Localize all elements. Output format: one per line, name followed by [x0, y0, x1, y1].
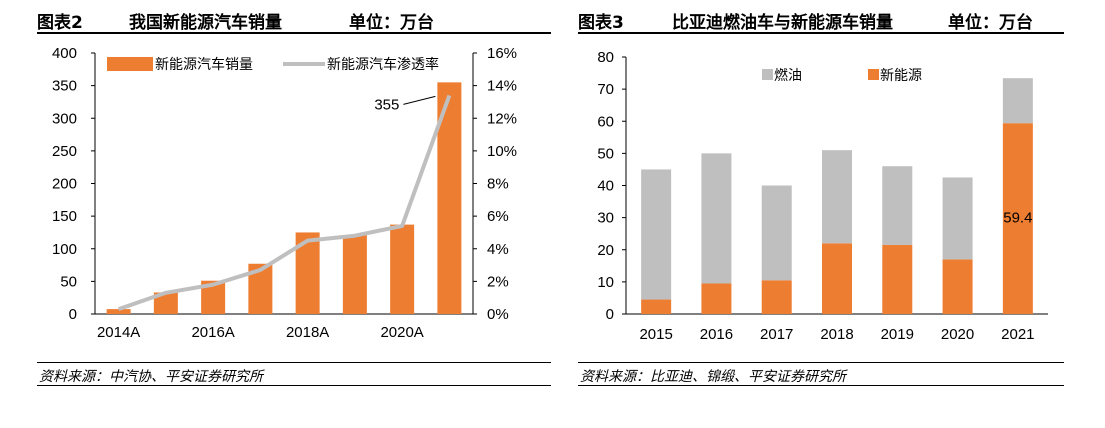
y-tick-label: 80 [597, 49, 614, 66]
bar-ice [882, 166, 913, 245]
y-tick-label: 400 [52, 45, 77, 62]
source-bar-right: 资料来源：比亚迪、锦缎、平安证券研究所 [578, 362, 1064, 386]
y-tick-label: 10 [597, 274, 614, 291]
y-tick-label: 70 [597, 81, 614, 98]
x-tick-label: 2018 [820, 326, 853, 343]
x-tick-label: 2016 [700, 326, 733, 343]
bar-sales [390, 224, 415, 314]
bar-ice [822, 150, 852, 244]
annotation-label: 59.4 [1003, 210, 1032, 227]
chart-panel-right: 图表3 比亚迪燃油车与新能源车销量 单位：万台 0 10 20 30 40 50 60 70 8… [578, 0, 1064, 400]
y-tick-label: 0 [69, 306, 77, 323]
y-tick-label: 40 [597, 178, 614, 195]
x-tick-label: 2020A [380, 324, 423, 341]
title-bar-left: 图表2 我国新能源汽车销量 单位：万台 [37, 4, 551, 34]
x-tick-label: 2021 [1001, 326, 1034, 343]
legend-label-penetration: 新能源汽车渗透率 [327, 56, 439, 73]
chart-panel-left: 图表2 我国新能源汽车销量 单位：万台 0 50 100 150 200 250 300 35… [37, 0, 551, 400]
source-note: 资料来源：比亚迪、锦缎、平安证券研究所 [580, 369, 846, 385]
bar-sales [342, 235, 367, 314]
bar-nev [822, 243, 852, 314]
bar-ice [701, 153, 732, 284]
legend-swatch-ice [762, 69, 773, 80]
bar-nev [1002, 123, 1033, 315]
annotation-leader [403, 95, 436, 105]
figure-unit: 单位：万台 [948, 13, 1033, 33]
y2-tick-label: 2% [487, 273, 509, 290]
bar-ice [1002, 78, 1033, 124]
y-tick-label: 0 [606, 306, 614, 323]
legend-swatch-sales [107, 57, 153, 71]
y-tick-label: 300 [52, 110, 77, 127]
x-tick-label: 2020 [941, 326, 974, 343]
y-tick-label: 250 [52, 143, 77, 160]
sales-combo-chart: 0 50 100 150 200 250 300 350 400 0% 2% 4% 6% 8% 10% 12%… [52, 45, 517, 341]
y2-tick-label: 12% [487, 110, 517, 127]
bar-nev [882, 244, 913, 314]
y-tick-label: 200 [52, 176, 77, 193]
y2-tick-label: 14% [487, 78, 517, 95]
x-tick-label: 2019 [881, 326, 914, 343]
y2-tick-label: 8% [487, 176, 509, 193]
legend-label-ice: 燃油 [774, 67, 802, 84]
figure-title: 我国新能源汽车销量 [129, 13, 282, 33]
bar-sales [153, 292, 178, 314]
annotation-label: 355 [374, 96, 399, 113]
x-tick-label: 2014A [97, 324, 140, 341]
byd-stacked-chart: 0 10 20 30 40 50 60 70 80 2015 2016 2017 2018 2019 202… [597, 49, 1048, 343]
x-tick-label: 2015 [639, 326, 672, 343]
legend-label-nev: 新能源 [880, 68, 922, 84]
source-note: 资料来源：中汽协、平安证券研究所 [39, 369, 263, 385]
y-tick-label: 150 [52, 208, 77, 225]
x-tick-label: 2018A [286, 324, 329, 341]
y2-tick-label: 6% [487, 208, 509, 225]
bar-ice [641, 169, 672, 300]
bar-sales [106, 309, 131, 314]
bar-nev [761, 280, 792, 314]
y-tick-label: 350 [52, 78, 77, 95]
y2-tick-label: 16% [487, 45, 517, 62]
bar-ice [942, 177, 973, 260]
x-tick-label: 2016A [191, 324, 234, 341]
y-tick-label: 100 [52, 241, 77, 258]
title-bar-right: 图表3 比亚迪燃油车与新能源车销量 单位：万台 [578, 4, 1064, 34]
figure-title: 比亚迪燃油车与新能源车销量 [672, 13, 893, 33]
y-tick-label: 30 [597, 210, 614, 227]
bar-nev [641, 299, 672, 314]
figure-number: 图表2 [37, 13, 83, 33]
line-penetration [117, 94, 452, 311]
bar-nev [701, 283, 732, 314]
y-tick-label: 20 [597, 242, 614, 259]
source-bar-left: 资料来源：中汽协、平安证券研究所 [37, 362, 551, 386]
legend-label-sales: 新能源汽车销量 [155, 56, 253, 73]
bar-ice [761, 185, 792, 281]
y-tick-label: 50 [60, 273, 77, 290]
y-tick-label: 50 [597, 145, 614, 162]
y-tick-label: 60 [597, 113, 614, 130]
figure-number: 图表3 [578, 13, 624, 33]
y2-tick-label: 10% [487, 143, 517, 160]
bar-nev [942, 259, 973, 314]
figure-unit: 单位：万台 [349, 13, 434, 33]
y2-tick-label: 0% [487, 306, 509, 323]
legend-swatch-nev [868, 69, 879, 80]
x-tick-label: 2017 [760, 326, 793, 343]
y2-tick-label: 4% [487, 241, 509, 258]
